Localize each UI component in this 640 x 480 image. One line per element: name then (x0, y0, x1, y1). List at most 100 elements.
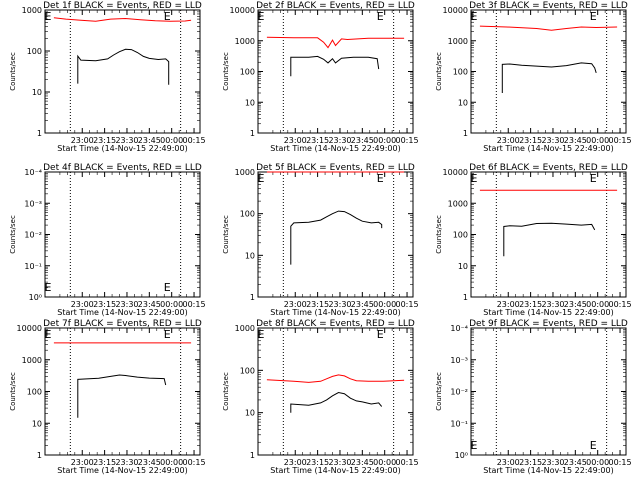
x-axis-title: Start Time (14-Nov-15 22:49:00) (57, 308, 187, 317)
x-tick-label: 23:15 (93, 458, 116, 467)
y-tick-label: 10⁰ (455, 451, 468, 460)
events-series-line (290, 55, 380, 77)
x-axis-title: Start Time (14-Nov-15 22:49:00) (270, 144, 400, 153)
plot-frame (257, 327, 414, 456)
y-axis-title: Counts/sec (222, 215, 230, 254)
panel-title: Det 1f BLACK = Events, RED = LLD (43, 1, 202, 11)
x-tick-label: 23:45 (138, 458, 161, 467)
y-tick-label: 10⁻¹ (450, 419, 468, 428)
x-axis-title: Start Time (14-Nov-15 22:49:00) (483, 308, 613, 317)
events-series-line (77, 374, 167, 418)
plot-frame (470, 9, 627, 134)
x-tick-label: 23:15 (306, 458, 329, 467)
y-tick-label: 100 (240, 68, 255, 77)
x-axis-title: Start Time (14-Nov-15 22:49:00) (270, 466, 400, 475)
y-axis-title: Counts/sec (222, 372, 230, 411)
x-tick-label: 23:00 (497, 300, 520, 309)
y-tick-label: 10⁰ (29, 293, 42, 302)
y-tick-label: 100 (240, 366, 255, 375)
x-tick-label: 00:00 (586, 136, 609, 145)
plot-frame (257, 9, 414, 134)
y-tick-label: 1 (463, 293, 468, 302)
y-tick-label: 10⁻⁴ (24, 168, 42, 177)
detector-panel-8: Det 8f BLACK = Events, RED = LLD 1 10 100 10… (222, 319, 419, 475)
detector-panel-3: Det 3f BLACK = Events, RED = LLD 1 10 100 10… (435, 1, 632, 153)
detector-panel-4: Det 4f BLACK = Events, RED = LLD 10⁰ 10⁻¹ 1… (9, 163, 206, 317)
x-tick-label: 23:30 (328, 300, 351, 309)
y-tick-label: 10⁻² (450, 388, 468, 397)
x-tick-label: 23:30 (541, 300, 564, 309)
x-tick-label: 23:45 (351, 136, 374, 145)
y-tick-label: 10 (32, 419, 42, 428)
x-tick-label: 00:00 (373, 136, 396, 145)
plot-frame (470, 327, 627, 456)
x-tick-label: 00:00 (160, 458, 183, 467)
x-tick-label: 23:15 (519, 300, 542, 309)
panel-title: Det 8f BLACK = Events, RED = LLD (256, 319, 415, 329)
flag-marker: E (258, 172, 265, 185)
x-tick-label: 00:00 (373, 300, 396, 309)
y-tick-label: 100 (240, 210, 255, 219)
y-tick-label: 100 (27, 388, 42, 397)
x-tick-label: 23:45 (138, 300, 161, 309)
y-tick-label: 10000 (230, 6, 255, 15)
x-tick-label: 00:15 (396, 300, 419, 309)
y-tick-label: 10000 (17, 324, 42, 333)
y-tick-label: 10000 (443, 168, 468, 177)
x-tick-label: 00:15 (183, 300, 206, 309)
y-tick-label: 1000 (235, 37, 255, 46)
flag-marker: E (471, 172, 478, 185)
x-axis-title: Start Time (14-Nov-15 22:49:00) (270, 308, 400, 317)
x-tick-label: 23:45 (138, 136, 161, 145)
y-axis-title: Counts/sec (435, 215, 443, 254)
y-tick-label: 1 (250, 451, 255, 460)
x-tick-label: 23:15 (519, 458, 542, 467)
panel-title: Det 2f BLACK = Events, RED = LLD (256, 1, 415, 11)
y-tick-label: 10⁻² (24, 231, 42, 240)
flag-marker: E (377, 328, 384, 341)
events-series-line (290, 391, 383, 413)
flag-marker: E (471, 439, 478, 452)
x-tick-label: 23:00 (71, 300, 94, 309)
y-tick-label: 1 (37, 451, 42, 460)
lld-series-line (266, 36, 405, 49)
y-tick-label: 10 (245, 409, 255, 418)
x-tick-label: 23:45 (351, 458, 374, 467)
x-tick-label: 23:30 (115, 300, 138, 309)
y-axis-title: Counts/sec (9, 52, 17, 91)
y-tick-label: 10 (245, 98, 255, 107)
x-tick-label: 00:15 (183, 458, 206, 467)
flag-marker: E (164, 328, 171, 341)
y-tick-label: 100 (27, 47, 42, 56)
x-tick-label: 00:15 (396, 458, 419, 467)
flag-marker: E (590, 172, 597, 185)
x-tick-label: 23:45 (564, 458, 587, 467)
panel-title: Det 3f BLACK = Events, RED = LLD (469, 1, 628, 11)
events-series-line (501, 62, 597, 93)
y-tick-label: 1000 (22, 356, 42, 365)
x-tick-label: 00:15 (609, 136, 632, 145)
detector-panel-2: Det 2f BLACK = Events, RED = LLD 1 10 100 10… (222, 1, 419, 153)
x-tick-label: 23:45 (564, 136, 587, 145)
x-tick-label: 00:00 (586, 300, 609, 309)
x-axis-title: Start Time (14-Nov-15 22:49:00) (57, 466, 187, 475)
x-tick-label: 23:30 (541, 458, 564, 467)
flag-marker: E (45, 328, 52, 341)
x-tick-label: 00:15 (609, 458, 632, 467)
x-tick-label: 23:15 (93, 300, 116, 309)
x-axis-title: Start Time (14-Nov-15 22:49:00) (483, 466, 613, 475)
y-axis-title: Counts/sec (435, 372, 443, 411)
flag-marker: E (45, 10, 52, 23)
events-series-line (290, 210, 383, 265)
lld-series-line (53, 17, 192, 22)
panel-title: Det 5f BLACK = Events, RED = LLD (256, 163, 415, 173)
y-axis-title: Counts/sec (222, 52, 230, 91)
y-tick-label: 1000 (22, 6, 42, 15)
y-tick-label: 100 (453, 68, 468, 77)
x-tick-label: 23:15 (519, 136, 542, 145)
flag-marker: E (590, 10, 597, 23)
x-tick-label: 00:00 (373, 458, 396, 467)
plot-frame (257, 171, 414, 298)
y-tick-label: 10000 (443, 6, 468, 15)
